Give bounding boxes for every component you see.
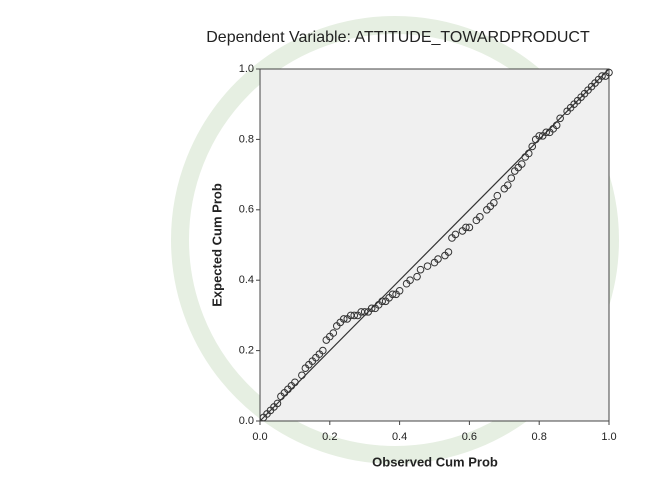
x-tick-label: 0.0 xyxy=(252,431,267,443)
chart-title: Dependent Variable: ATTITUDE_TOWARDPRODU… xyxy=(206,29,590,46)
y-tick-label: 1.0 xyxy=(239,63,254,75)
chart: Dependent Variable: ATTITUDE_TOWARDPRODU… xyxy=(0,0,650,472)
x-tick-label: 0.8 xyxy=(532,431,547,443)
y-tick-label: 0.0 xyxy=(239,415,254,427)
y-tick-label: 0.2 xyxy=(239,345,254,357)
x-axis-label: Observed Cum Prob xyxy=(372,454,498,469)
x-tick-label: 0.4 xyxy=(392,431,407,443)
y-tick-label: 0.4 xyxy=(239,274,254,286)
x-tick-label: 1.0 xyxy=(601,431,616,443)
y-tick-label: 0.8 xyxy=(239,133,254,145)
y-axis-label: Expected Cum Prob xyxy=(209,183,224,307)
x-tick-label: 0.6 xyxy=(462,431,477,443)
y-tick-label: 0.6 xyxy=(239,204,254,216)
x-tick-label: 0.2 xyxy=(322,431,337,443)
